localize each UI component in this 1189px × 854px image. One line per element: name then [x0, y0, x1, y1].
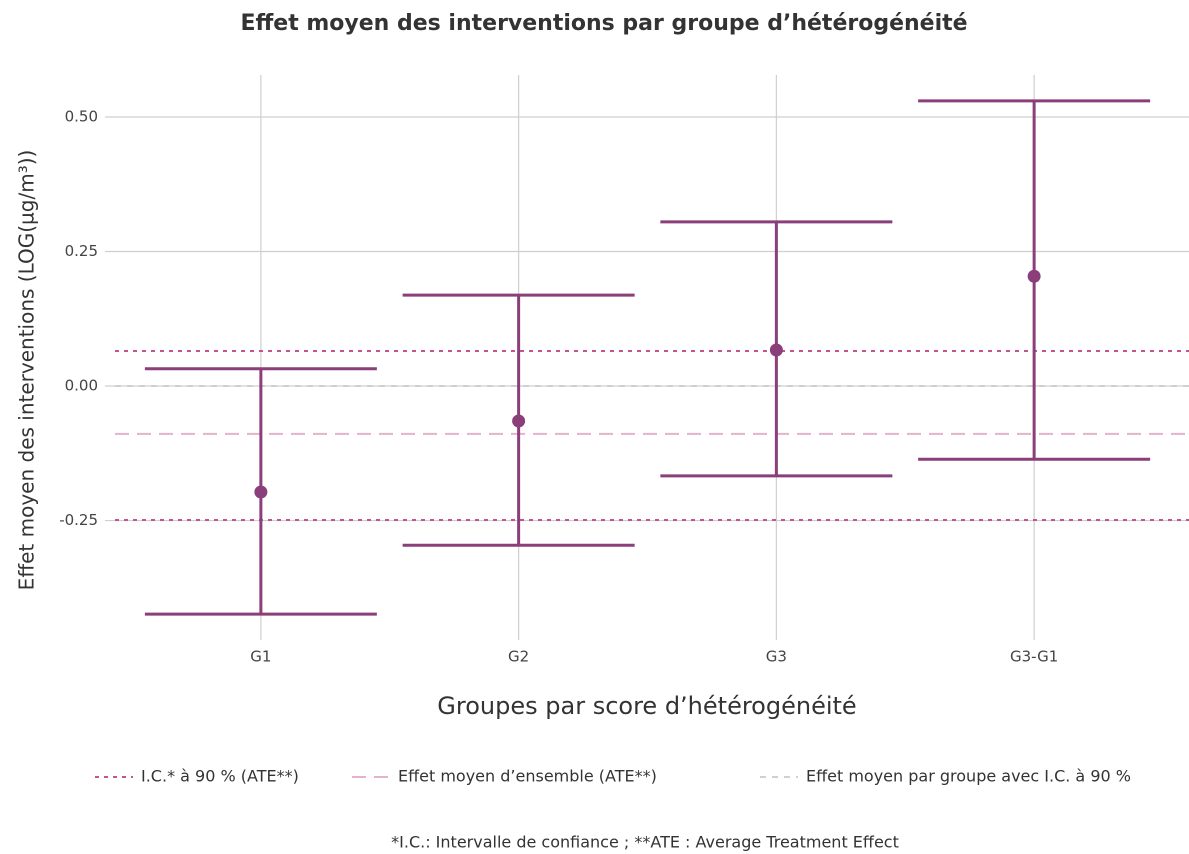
- y-tick-label: -0.25: [59, 511, 98, 529]
- point: [1027, 269, 1041, 283]
- legend-label: I.C.* à 90 % (ATE**): [141, 767, 299, 786]
- x-axis-title: Groupes par score d’hétérogénéité: [437, 692, 856, 720]
- y-tick-label: 0.25: [65, 242, 98, 260]
- y-axis-title: Effet moyen des interventions (LOG(µg/m³…: [15, 150, 39, 591]
- x-tick-label: G3: [766, 648, 787, 666]
- x-tick-label: G2: [508, 648, 529, 666]
- chart-title: Effet moyen des interventions par groupe…: [240, 11, 967, 36]
- legend-label: Effet moyen d’ensemble (ATE**): [398, 767, 657, 786]
- y-tick-label: 0.00: [65, 377, 98, 395]
- point: [254, 485, 268, 499]
- point: [512, 414, 526, 428]
- x-tick-label: G3-G1: [1010, 648, 1058, 666]
- y-tick-label: 0.50: [65, 107, 98, 125]
- footnote: *I.C.: Intervalle de confiance ; **ATE :…: [391, 833, 899, 852]
- point: [769, 343, 783, 357]
- legend-label: Effet moyen par groupe avec I.C. à 90 %: [806, 767, 1131, 786]
- x-tick-label: G1: [250, 648, 271, 666]
